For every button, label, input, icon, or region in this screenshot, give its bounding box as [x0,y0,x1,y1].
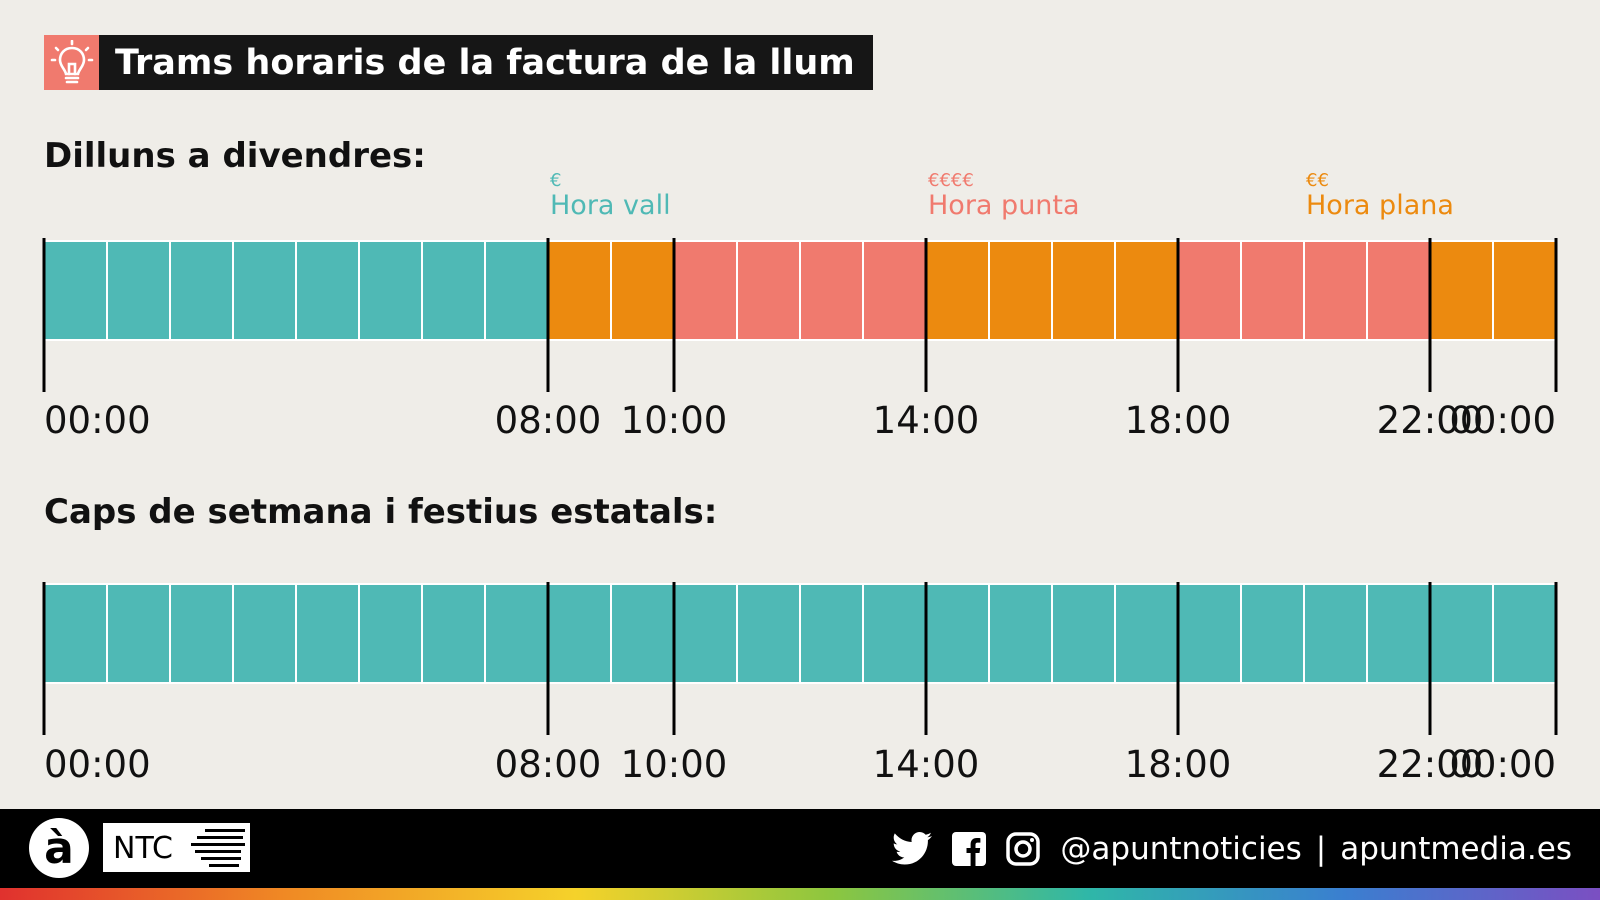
hour-cell-10 [673,240,738,341]
page-title: Trams horaris de la factura de la llum [99,35,873,90]
hour-cell-23 [1492,583,1557,684]
hour-cell-15 [988,583,1053,684]
hour-cell-9 [610,240,675,341]
hour-cell-18 [1177,240,1242,341]
hour-cell-3 [232,583,297,684]
hour-cell-3 [232,240,297,341]
hour-cell-12 [799,583,864,684]
tick-label-3: 14:00 [873,743,980,786]
social-handle[interactable]: @apuntnoticies [1060,830,1302,867]
hour-cell-5 [358,583,423,684]
tick-label-1: 08:00 [495,399,602,442]
twitter-icon[interactable] [892,831,933,866]
tick-label-4: 18:00 [1125,399,1232,442]
ntc-lines-icon [191,829,245,867]
hour-cell-0 [43,240,108,341]
hour-cell-12 [799,240,864,341]
tick-label-2: 10:00 [621,743,728,786]
hour-cell-16 [1051,240,1116,341]
hour-cell-8 [547,583,612,684]
hour-cell-17 [1114,583,1179,684]
hour-cell-4 [295,240,360,341]
tick-label-5: 22:00 [1377,743,1484,786]
lightbulb-icon [44,35,99,90]
hour-cell-7 [484,583,549,684]
hour-cell-13 [862,583,927,684]
hour-cell-11 [736,583,801,684]
tick-label-4: 18:00 [1125,743,1232,786]
schedule-charts: 00:00 08:00 10:00 14:00 18:00 22:0000:00€Hora… [42,170,1558,786]
hour-cell-5 [358,240,423,341]
legend-symbol-plana: €€ [1306,170,1329,191]
legend-label-punta: Hora punta [928,190,1080,221]
hour-cell-21 [1366,240,1431,341]
hour-cell-0 [43,583,108,684]
tick-label-3: 14:00 [873,399,980,442]
hour-cell-13 [862,240,927,341]
tick-label-0: 00:00 [44,743,151,786]
weekend-section-title: Caps de setmana i festius estatals: [44,492,718,532]
instagram-icon[interactable] [1006,831,1041,866]
hour-cell-11 [736,240,801,341]
hour-cell-19 [1240,240,1305,341]
tick-label-6: 00:00 [1449,743,1556,786]
website-link[interactable]: apuntmedia.es [1340,830,1572,867]
footer-bar [0,809,1600,888]
hour-cell-14 [925,583,990,684]
legend-label-plana: Hora plana [1306,190,1454,221]
title-banner: Trams horaris de la factura de la llum [44,35,873,90]
hour-cell-7 [484,240,549,341]
hour-cell-2 [169,583,234,684]
hour-cell-22 [1429,583,1494,684]
hour-cell-2 [169,240,234,341]
hour-cell-18 [1177,583,1242,684]
legend-symbol-punta: €€€€ [928,170,974,191]
hour-cell-20 [1303,240,1368,341]
apunt-logo: à [29,818,89,878]
hour-cell-1 [106,583,171,684]
hour-cell-23 [1492,240,1557,341]
footer-separator: | [1315,830,1327,867]
hour-cell-4 [295,583,360,684]
tick-label-0: 00:00 [44,399,151,442]
hour-cell-6 [421,583,486,684]
tick-label-5: 22:00 [1377,399,1484,442]
hour-cell-1 [106,240,171,341]
hour-cell-8 [547,240,612,341]
legend-symbol-vall: € [550,170,561,191]
tick-label-1: 08:00 [495,743,602,786]
legend-label-vall: Hora vall [550,190,671,221]
hour-cell-20 [1303,583,1368,684]
hour-cell-21 [1366,583,1431,684]
hour-cell-17 [1114,240,1179,341]
hour-cell-6 [421,240,486,341]
hour-cell-9 [610,583,675,684]
ntc-label: NTC [113,831,173,866]
hour-cell-10 [673,583,738,684]
hour-cell-15 [988,240,1053,341]
ntc-logo: NTC [103,823,250,872]
hour-cell-19 [1240,583,1305,684]
tick-label-2: 10:00 [621,399,728,442]
rainbow-stripe [0,888,1600,900]
social-links: @apuntnoticies | apuntmedia.es [892,809,1572,888]
hour-cell-16 [1051,583,1116,684]
facebook-icon[interactable] [952,831,987,866]
hour-cell-14 [925,240,990,341]
weekday-section-title: Dilluns a divendres: [44,136,426,176]
tick-label-6: 00:00 [1449,399,1556,442]
hour-cell-22 [1429,240,1494,341]
